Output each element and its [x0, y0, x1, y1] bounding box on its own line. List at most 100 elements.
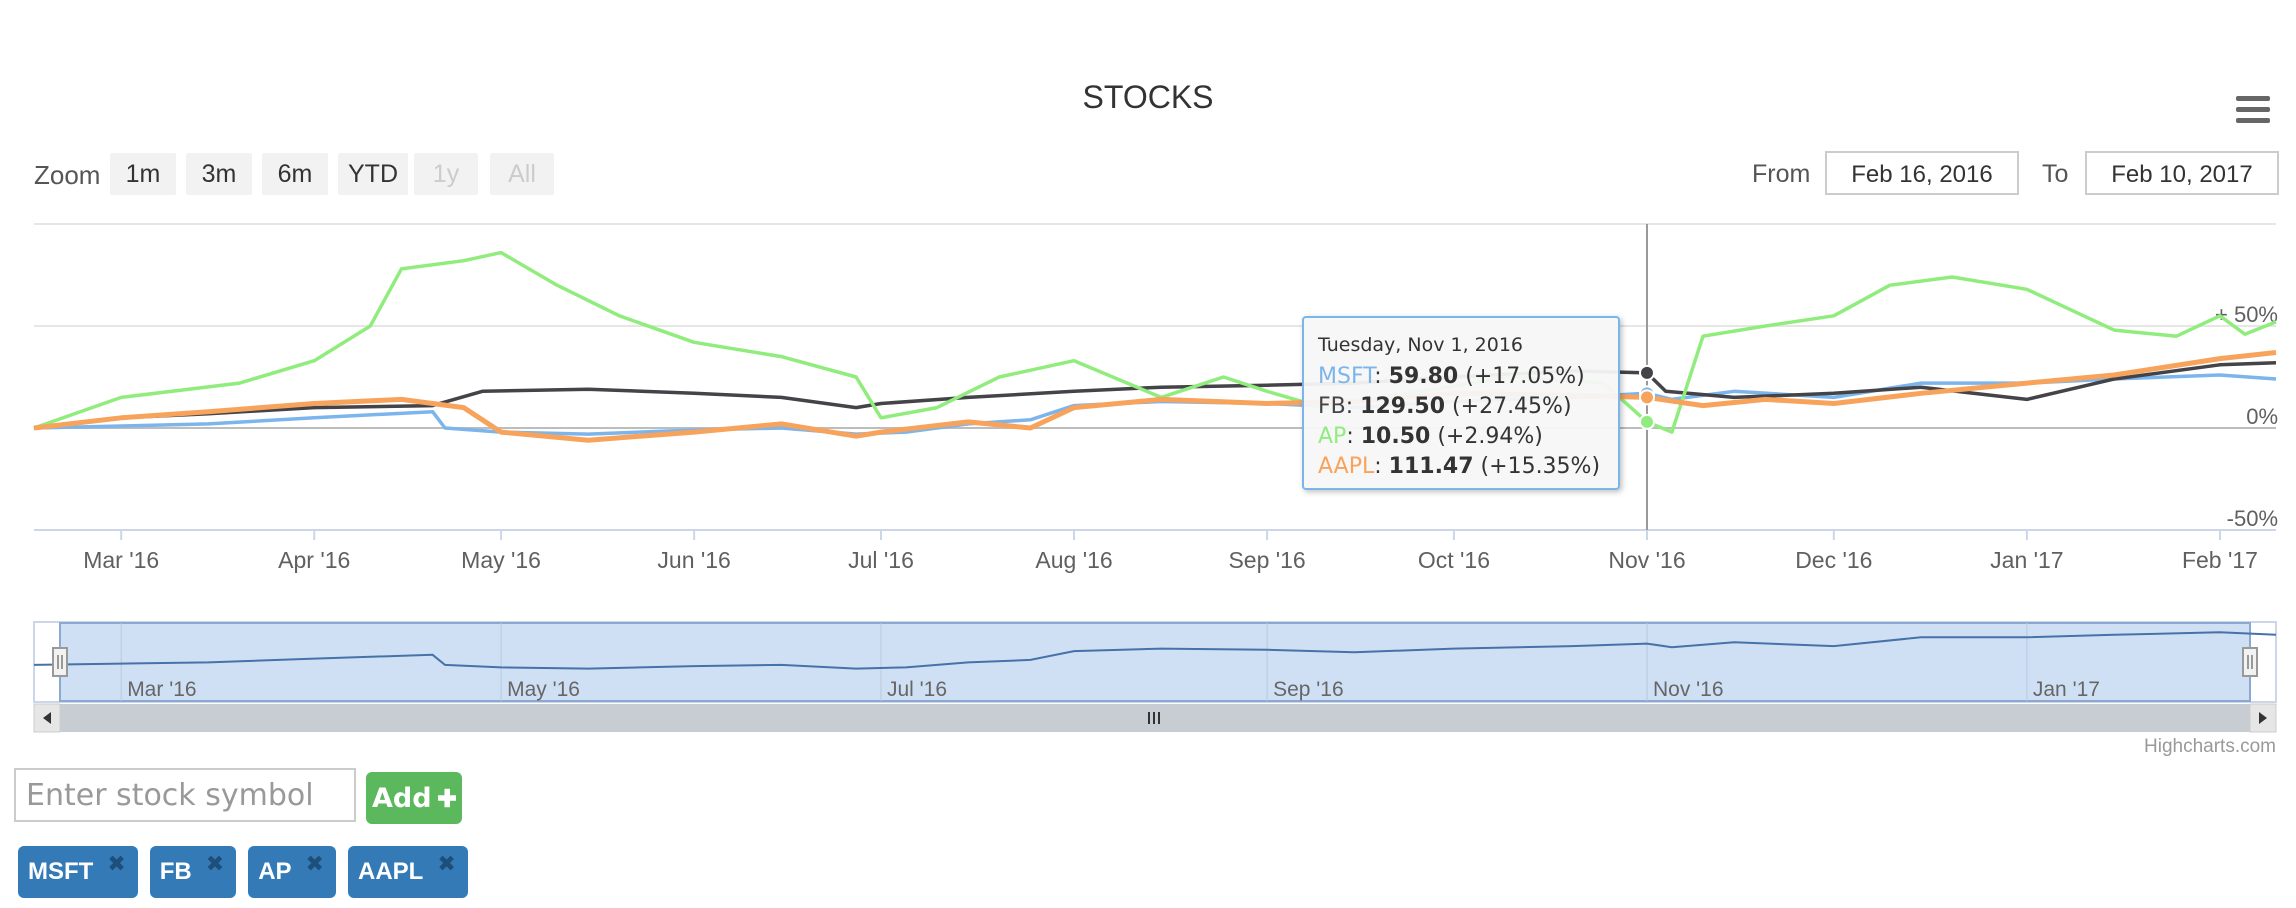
zoom-button-label: 6m [278, 160, 313, 188]
navigator-tick-label: Nov '16 [1653, 678, 1724, 701]
tooltip-series-name: AP [1318, 424, 1347, 449]
x-tick-label: Apr '16 [278, 547, 350, 573]
add-button-label: Add [372, 782, 432, 814]
tooltip-value: 111.47 [1388, 454, 1474, 479]
stock-tag-ap: AP ✖ [248, 846, 336, 898]
scroll-right-button[interactable] [2249, 703, 2277, 733]
plot-grid [34, 223, 2276, 531]
plus-icon [437, 788, 456, 808]
navigator-mask [59, 622, 2251, 702]
y-tick-label: 0% [2246, 404, 2278, 429]
stock-chart: STOCKS Zoom 1m 3m 6m YTD 1y All From Feb 16, … [33, 79, 2279, 757]
hover-marker-aapl [1638, 389, 1655, 406]
x-tick-label: Oct '16 [1418, 547, 1490, 573]
tooltip-value: 129.50 [1360, 394, 1446, 419]
stock-tag-fb: FB ✖ [149, 846, 237, 898]
stock-tag-label: AP [258, 858, 292, 885]
tooltip-separator: : [1346, 424, 1361, 449]
zoom-button-ytd[interactable]: YTD [338, 153, 408, 195]
zoom-button-6m[interactable]: 6m [262, 153, 328, 195]
tooltip-row: AP: 10.50 (+2.94%) [1318, 422, 1604, 452]
stock-symbol-input[interactable] [14, 768, 356, 822]
x-tick-label: Jul '16 [848, 547, 914, 573]
x-tick-label: Nov '16 [1608, 547, 1685, 573]
from-date-input[interactable]: Feb 16, 2016 [1825, 151, 2019, 195]
tooltip-row: MSFT: 59.80 (+17.05%) [1318, 362, 1604, 392]
remove-tag-icon[interactable]: ✖ [305, 851, 324, 876]
credits-link[interactable]: Highcharts.com [2144, 736, 2276, 757]
tooltip-change: (+2.94%) [1430, 424, 1543, 449]
scroll-left-button[interactable] [33, 703, 61, 733]
arrow-left-icon [43, 712, 51, 724]
menu-button[interactable] [2230, 90, 2276, 130]
hover-marker-ap [1638, 413, 1655, 430]
y-axis: + 50% 0% -50% [2215, 302, 2278, 531]
series-line-fb [33, 360, 2277, 430]
add-stock-button[interactable]: Add [366, 772, 462, 824]
to-label: To [2042, 160, 2068, 188]
tooltip-series-name: FB [1318, 394, 1346, 419]
stock-tag-list: MSFT ✖ FB ✖ AP ✖ AAPL ✖ [18, 846, 468, 898]
navigator-grid [120, 623, 2028, 701]
navigator-tick-label: Mar '16 [127, 678, 196, 701]
scrollbar[interactable] [33, 703, 2277, 733]
tooltip-row: FB: 129.50 (+27.45%) [1318, 392, 1604, 422]
stock-tag-msft: MSFT ✖ [18, 846, 138, 898]
from-date-value: Feb 16, 2016 [1851, 161, 1992, 188]
remove-tag-icon[interactable]: ✖ [437, 851, 456, 876]
x-tick-label: May '16 [461, 547, 541, 573]
zoom-button-label: 3m [202, 160, 237, 188]
stock-tag-aapl: AAPL ✖ [347, 846, 468, 898]
zoom-button-3m[interactable]: 3m [186, 153, 252, 195]
tooltip-change: (+15.35%) [1473, 454, 1601, 479]
zoom-button-label: 1y [433, 160, 460, 188]
tooltip-series-name: AAPL [1318, 454, 1375, 479]
crosshair [1638, 224, 1655, 530]
navigator-handle-left[interactable] [52, 647, 68, 677]
x-tick-label: Mar '16 [83, 547, 159, 573]
stock-tag-label: FB [159, 858, 192, 885]
tooltip-separator: : [1345, 394, 1361, 419]
hamburger-icon [2236, 96, 2270, 123]
series-line-ap [33, 250, 2277, 434]
to-date-value: Feb 10, 2017 [2111, 161, 2252, 188]
navigator-handle-right[interactable] [2242, 647, 2258, 677]
y-tick-label: -50% [2227, 506, 2278, 531]
zoom-label: Zoom [34, 160, 100, 190]
x-tick-label: Aug '16 [1035, 547, 1112, 573]
from-label: From [1752, 160, 1810, 188]
navigator-series [33, 631, 2277, 670]
scrollbar-grip-icon [1148, 712, 1160, 724]
navigator-tick-label: Jul '16 [887, 678, 947, 701]
zoom-button-label: All [508, 160, 536, 188]
x-tick-label: Jan '17 [1990, 547, 2063, 573]
zoom-button-1m[interactable]: 1m [110, 153, 176, 195]
navigator-tick-label: May '16 [507, 678, 580, 701]
tooltip-change: (+17.05%) [1458, 364, 1585, 389]
series-lines [33, 250, 2277, 443]
chart-tooltip: Tuesday, Nov 1, 2016 MSFT: 59.80 (+17.05… [1302, 316, 1620, 490]
x-tick-label: Sep '16 [1228, 547, 1305, 573]
zoom-button-label: 1m [126, 160, 161, 188]
tooltip-date: Tuesday, Nov 1, 2016 [1318, 334, 1524, 356]
y-tick-label: + 50% [2215, 302, 2278, 327]
navigator[interactable]: Mar '16 May '16 Jul '16 Sep '16 Nov '16 Jan '… [33, 621, 2277, 703]
zoom-button-1y[interactable]: 1y [414, 153, 478, 195]
to-date-input[interactable]: Feb 10, 2017 [2085, 151, 2279, 195]
zoom-button-all[interactable]: All [490, 153, 554, 195]
series-line-aapl [33, 350, 2277, 443]
chart-title: STOCKS [1083, 79, 1214, 115]
navigator-tick-label: Sep '16 [1273, 678, 1344, 701]
tooltip-separator: : [1374, 364, 1389, 389]
remove-tag-icon[interactable]: ✖ [107, 851, 126, 876]
x-tick-label: Jun '16 [657, 547, 730, 573]
remove-tag-icon[interactable]: ✖ [205, 851, 225, 876]
x-tick-label: Feb '17 [2182, 547, 2258, 573]
x-axis: Mar '16 Apr '16 May '16 Jun '16 Jul '16 Aug '… [34, 529, 2276, 573]
tooltip-series-name: MSFT [1318, 364, 1375, 389]
tooltip-change: (+27.45%) [1445, 394, 1572, 419]
x-tick-label: Dec '16 [1795, 547, 1872, 573]
tooltip-separator: : [1374, 454, 1389, 479]
arrow-right-icon [2259, 712, 2267, 724]
stock-tag-label: MSFT [28, 858, 94, 885]
